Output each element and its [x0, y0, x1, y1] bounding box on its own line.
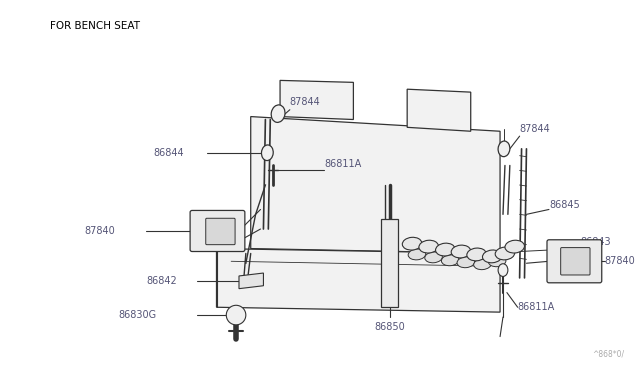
- Polygon shape: [407, 89, 471, 131]
- Ellipse shape: [467, 248, 486, 261]
- Polygon shape: [251, 116, 500, 253]
- Ellipse shape: [451, 245, 470, 258]
- Text: ^868*0/: ^868*0/: [592, 349, 624, 358]
- Polygon shape: [239, 273, 264, 289]
- Text: 87844: 87844: [290, 97, 321, 107]
- FancyBboxPatch shape: [205, 218, 235, 245]
- FancyBboxPatch shape: [190, 211, 245, 251]
- Text: 86842: 86842: [146, 276, 177, 286]
- Text: 86830G: 86830G: [119, 310, 157, 320]
- FancyBboxPatch shape: [547, 240, 602, 283]
- Text: 86843: 86843: [580, 237, 611, 247]
- Text: FOR BENCH SEAT: FOR BENCH SEAT: [51, 20, 140, 31]
- Ellipse shape: [457, 257, 475, 268]
- Text: 87844: 87844: [520, 124, 550, 134]
- Text: 86811A: 86811A: [324, 158, 362, 169]
- Circle shape: [227, 305, 246, 325]
- FancyBboxPatch shape: [381, 219, 398, 307]
- Ellipse shape: [262, 145, 273, 161]
- Ellipse shape: [498, 264, 508, 276]
- Polygon shape: [280, 80, 353, 119]
- Ellipse shape: [498, 141, 510, 157]
- Ellipse shape: [442, 255, 459, 266]
- Ellipse shape: [474, 259, 492, 270]
- Ellipse shape: [495, 247, 515, 260]
- Ellipse shape: [403, 237, 422, 250]
- Text: 86850: 86850: [374, 322, 405, 332]
- Text: 86845: 86845: [549, 199, 580, 209]
- Ellipse shape: [419, 240, 438, 253]
- FancyBboxPatch shape: [561, 248, 590, 275]
- Text: 86844: 86844: [153, 148, 184, 158]
- Text: 86811A: 86811A: [518, 302, 555, 312]
- Polygon shape: [216, 248, 500, 312]
- Ellipse shape: [425, 252, 442, 263]
- Ellipse shape: [505, 240, 525, 253]
- Ellipse shape: [408, 249, 426, 260]
- Ellipse shape: [488, 256, 506, 267]
- Ellipse shape: [436, 243, 455, 256]
- Text: 87840: 87840: [84, 226, 115, 236]
- Ellipse shape: [271, 105, 285, 122]
- Ellipse shape: [483, 250, 502, 263]
- Text: 87840: 87840: [605, 256, 636, 266]
